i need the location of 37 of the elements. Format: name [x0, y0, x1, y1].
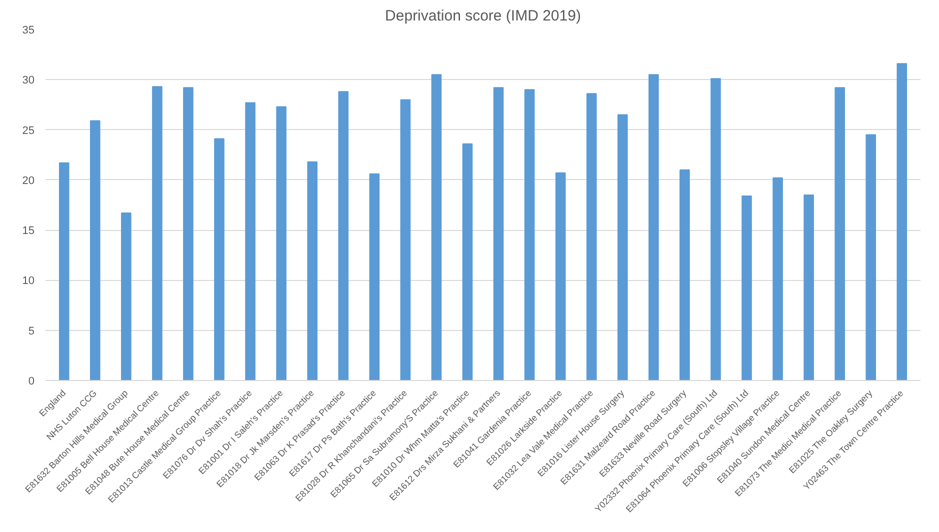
bar — [710, 78, 721, 380]
bar — [804, 194, 814, 380]
bar — [896, 63, 908, 380]
y-tick-label: 30 — [22, 74, 35, 87]
bar — [648, 74, 659, 380]
bar — [90, 120, 100, 380]
bar — [152, 86, 162, 380]
y-tick-label: 5 — [28, 325, 35, 338]
bar — [58, 162, 70, 380]
bar — [493, 87, 504, 380]
bar — [462, 143, 473, 380]
bar — [245, 102, 256, 380]
y-tick-label: 35 — [22, 24, 35, 36]
bar — [772, 177, 783, 380]
bar — [183, 87, 194, 380]
y-tick-label: 15 — [22, 225, 35, 238]
y-tick-label: 10 — [22, 275, 35, 288]
y-tick-label: 20 — [22, 174, 35, 187]
bar — [338, 91, 349, 380]
bar — [369, 173, 380, 380]
y-tick-label: 25 — [22, 124, 35, 137]
bar — [121, 212, 132, 380]
bar — [617, 114, 628, 380]
bar — [866, 134, 876, 380]
bar — [400, 99, 411, 380]
bar — [431, 74, 442, 380]
bar — [524, 89, 535, 380]
chart-title: Deprivation score (IMD 2019) — [385, 8, 581, 24]
bar — [742, 195, 752, 380]
bar — [680, 169, 690, 380]
bar — [586, 93, 597, 380]
bar — [276, 106, 286, 380]
y-tick-label: 0 — [28, 376, 35, 388]
bar — [834, 87, 845, 380]
bar — [214, 138, 224, 380]
bar — [555, 172, 566, 380]
bar — [307, 161, 318, 380]
